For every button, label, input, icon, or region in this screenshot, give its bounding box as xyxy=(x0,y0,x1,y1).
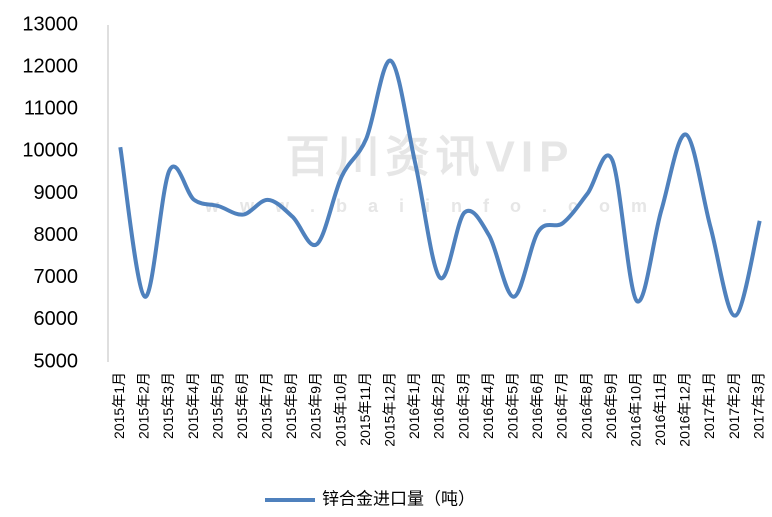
x-tick-label: 2015年6月 xyxy=(234,372,250,439)
x-tick-label: 2015年10月 xyxy=(332,372,348,447)
watermark: 百川资讯VIP xyxy=(286,133,575,182)
x-tick-label: 2016年9月 xyxy=(603,372,619,439)
x-tick-label: 2016年11月 xyxy=(652,372,668,446)
x-tick-label: 2017年1月 xyxy=(701,372,717,439)
legend-label: 锌合金进口量（吨） xyxy=(322,489,475,508)
x-tick-label: 2016年7月 xyxy=(554,372,570,439)
y-tick-label: 13000 xyxy=(22,13,78,35)
x-tick-label: 2016年3月 xyxy=(455,372,471,439)
x-tick-label: 2015年2月 xyxy=(136,372,152,439)
y-tick-label: 8000 xyxy=(34,224,79,246)
y-tick-label: 10000 xyxy=(22,140,78,162)
watermark-url: w w w . b a i i n f o . c o m xyxy=(204,196,655,216)
x-tick-label: 2016年10月 xyxy=(627,372,643,447)
x-tick-label: 2016年2月 xyxy=(431,372,447,439)
x-tick-label: 2015年5月 xyxy=(209,372,225,439)
x-tick-label: 2016年8月 xyxy=(578,372,594,439)
x-tick-label: 2016年6月 xyxy=(529,372,545,439)
y-tick-label: 6000 xyxy=(34,308,79,330)
x-tick-label: 2015年8月 xyxy=(283,372,299,439)
x-tick-label: 2015年7月 xyxy=(259,372,275,439)
x-tick-label: 2016年4月 xyxy=(480,372,496,439)
x-tick-label: 2015年1月 xyxy=(111,372,127,439)
y-tick-label: 5000 xyxy=(34,350,79,372)
y-tick-label: 7000 xyxy=(34,266,79,288)
x-tick-label: 2015年12月 xyxy=(382,372,398,447)
y-tick-label: 9000 xyxy=(34,182,79,204)
y-tick-label: 12000 xyxy=(22,55,78,77)
x-tick-label: 2015年4月 xyxy=(185,372,201,439)
x-tick-label: 2017年2月 xyxy=(726,372,742,439)
x-tick-label: 2015年3月 xyxy=(160,372,176,439)
x-tick-label: 2016年12月 xyxy=(677,372,693,447)
x-tick-label: 2016年5月 xyxy=(504,372,520,439)
x-tick-label: 2016年1月 xyxy=(406,372,422,439)
x-tick-label: 2015年9月 xyxy=(308,372,324,439)
x-tick-label: 2017年3月 xyxy=(750,372,766,439)
y-tick-label: 11000 xyxy=(24,98,78,120)
x-tick-label: 2015年11月 xyxy=(357,372,373,446)
series-line xyxy=(118,58,762,318)
